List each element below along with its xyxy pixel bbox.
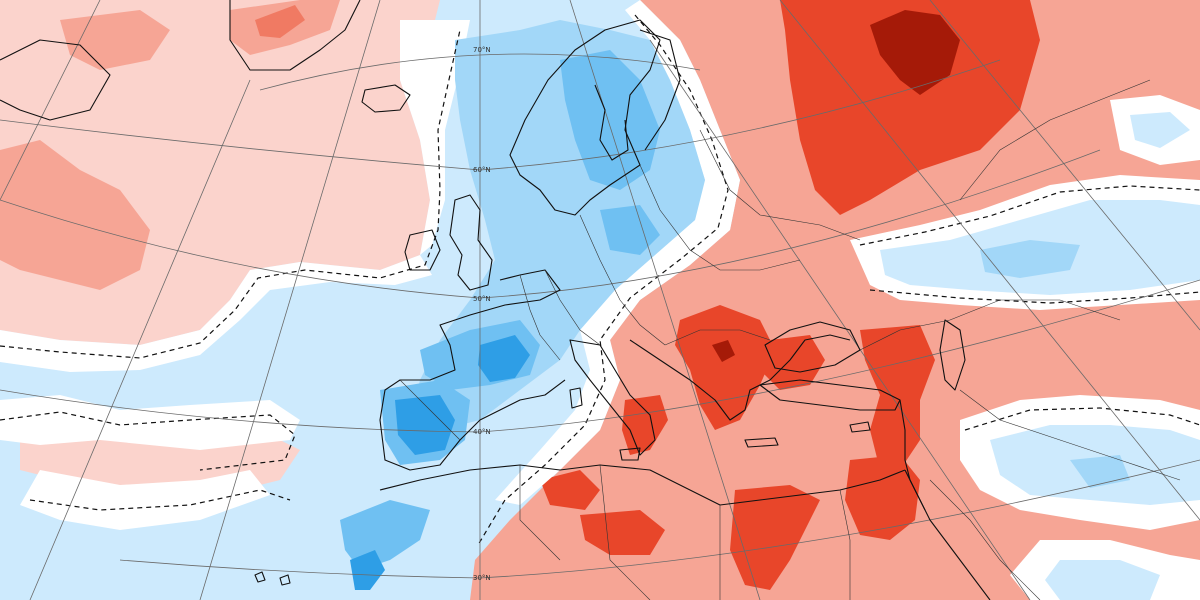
coastlines — [0, 0, 991, 600]
lat-label-60n: 60°N — [473, 166, 491, 174]
zero-contour-central-asia — [859, 185, 1200, 246]
coast-scandinavia — [509, 19, 661, 216]
meridian-8 — [929, 0, 1200, 331]
warm-patch-balkans-core — [712, 340, 735, 362]
coast-iceland — [361, 84, 411, 113]
cold-anomaly-layer — [340, 0, 740, 590]
neutral-band-greenland — [400, 20, 470, 255]
coast-ireland — [404, 229, 441, 271]
neutral-band-atlantic — [0, 255, 432, 372]
warm-patch-labrador — [0, 140, 150, 290]
warm-patch-north-africa-center — [580, 510, 665, 555]
cold-patch-north-east — [1130, 112, 1190, 148]
coast-crete — [744, 437, 779, 448]
latitude-labels: 70°N 60°N 50°N 40°N 30°N — [473, 46, 491, 582]
warm-patch-middle-east — [860, 325, 935, 470]
cold-patch-south-far-east — [1045, 560, 1160, 600]
coast-uk — [449, 194, 493, 291]
lat-label-50n: 50°N — [473, 295, 491, 303]
lat-label-40n: 40°N — [473, 428, 491, 436]
border-1 — [544, 269, 601, 346]
warm-patch-greenland-core — [255, 5, 305, 38]
border-13 — [959, 389, 1181, 481]
zero-contour-atlantic — [0, 29, 461, 359]
parallel-50n — [0, 149, 1101, 299]
coast-caspian — [939, 319, 966, 391]
zero-contour-southwest — [0, 411, 296, 471]
coast-canada-arctic — [0, 39, 111, 121]
coast-balkans-greece — [629, 334, 851, 421]
coast-turkey — [759, 379, 901, 411]
lat-label-30n: 30°N — [473, 574, 491, 582]
zero-contour-europe-east — [477, 14, 729, 546]
country-borders — [399, 79, 1181, 600]
border-14 — [959, 79, 1151, 201]
cold-patch-france-core — [478, 335, 530, 382]
coast-sicily-sardinia — [569, 387, 641, 461]
meridian-5 — [569, 0, 761, 600]
parallel-60n — [0, 59, 1001, 171]
meridian-6 — [649, 39, 1031, 600]
border-7 — [859, 299, 1121, 351]
warm-patch-north-africa-west — [540, 470, 600, 510]
coast-italy — [569, 339, 656, 456]
warm-patch-libya — [730, 485, 820, 590]
warm-patch-balkans — [675, 305, 775, 430]
warm-patch-egypt — [845, 455, 920, 540]
cold-patch-morocco — [340, 500, 430, 570]
coast-cyprus — [849, 421, 871, 433]
warm-patch-russia-core — [870, 10, 960, 95]
border-5 — [699, 129, 861, 241]
neutral-band-europe-west — [495, 0, 740, 505]
coast-canary-islands — [254, 571, 291, 586]
border-3 — [579, 214, 666, 346]
warm-patch-russia — [780, 0, 1040, 215]
zero-contour-lines — [0, 14, 1200, 546]
meridian-1 — [0, 0, 101, 201]
border-6 — [664, 329, 771, 346]
border-2 — [519, 274, 561, 361]
zero-contour-south-east — [964, 407, 1200, 431]
border-15 — [929, 479, 1041, 600]
warm-patch-black-sea — [760, 335, 825, 390]
border-12 — [839, 489, 851, 600]
cold-patch-iberia-core — [395, 395, 455, 455]
cold-patch-central-asia — [980, 240, 1080, 278]
coast-greenland — [229, 0, 361, 71]
cold-patch-north-sea — [520, 245, 565, 290]
coast-north-africa — [379, 464, 906, 506]
coast-finland — [639, 29, 681, 151]
meridian-3 — [199, 0, 381, 600]
meridian-2 — [29, 79, 251, 600]
neutral-band-west-atlantic — [20, 470, 270, 530]
parallel-30n — [119, 459, 1200, 579]
border-10 — [599, 464, 651, 600]
coast-gulf-bothnia — [594, 84, 629, 161]
cold-patch-baltic — [600, 205, 660, 255]
parallel-40n — [0, 279, 1200, 433]
zero-contour-central-asia-south — [869, 289, 1200, 304]
zero-contour-west-atlantic — [29, 489, 291, 511]
cold-patch-morocco-core — [350, 550, 385, 590]
cold-patch-scandinavia — [560, 50, 660, 190]
border-4 — [639, 164, 801, 271]
border-8 — [399, 379, 461, 441]
coast-red-sea — [904, 469, 991, 600]
border-11 — [519, 465, 561, 561]
cold-patch-south-east — [1070, 455, 1130, 488]
meridian-7 — [779, 0, 1200, 521]
lat-label-70n: 70°N — [473, 46, 491, 54]
neutral-band-southwest — [0, 395, 300, 450]
